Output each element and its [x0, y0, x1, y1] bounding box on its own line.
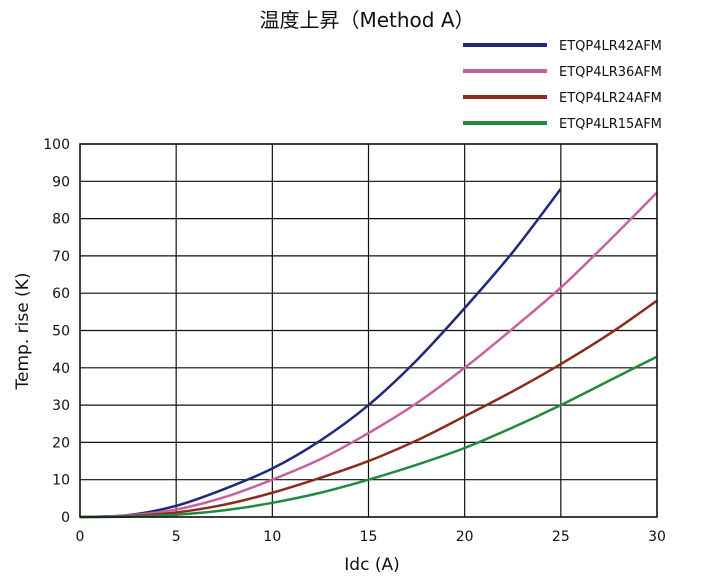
legend-label: ETQP4LR15AFM — [559, 117, 662, 132]
plot-frame — [79, 143, 658, 518]
x-tick-label: 30 — [648, 529, 666, 545]
y-tick-label: 40 — [52, 361, 70, 377]
y-tick-label: 50 — [52, 324, 70, 340]
x-tick-label: 15 — [360, 529, 378, 545]
series-line-ETQP4LR36AFM — [79, 191, 658, 519]
legend-label: ETQP4LR24AFM — [559, 91, 662, 106]
y-tick-label: 80 — [52, 212, 70, 228]
y-tick-label: 70 — [52, 249, 70, 265]
y-tick-label: 60 — [52, 286, 70, 302]
y-tick-label: 30 — [52, 398, 70, 414]
y-tick-label: 90 — [52, 174, 70, 190]
legend-label: ETQP4LR36AFM — [559, 65, 662, 80]
x-axis-label: Idc (A) — [344, 555, 399, 575]
legend: ETQP4LR42AFM ETQP4LR36AFM ETQP4LR24AFM ETQP… — [463, 39, 662, 132]
x-tick-label: 25 — [552, 529, 570, 545]
series-line-ETQP4LR15AFM — [79, 355, 658, 519]
x-tick-label: 20 — [456, 529, 474, 545]
y-tick-label: 0 — [61, 510, 70, 526]
series-line-ETQP4LR24AFM — [79, 299, 658, 519]
x-tick-label: 10 — [263, 529, 281, 545]
x-tick-label: 5 — [172, 529, 181, 545]
x-tick-label: 0 — [76, 529, 85, 545]
y-tick-label: 10 — [52, 473, 70, 489]
x-tick-labels: 0 5 10 15 20 25 30 — [76, 529, 666, 545]
y-axis-label: Temp. rise (K) — [13, 273, 33, 391]
series-line-ETQP4LR42AFM — [79, 188, 562, 519]
y-tick-label: 20 — [52, 435, 70, 451]
y-tick-label: 100 — [43, 137, 70, 153]
series-lines — [79, 188, 658, 519]
y-tick-labels: 0 10 20 30 40 50 60 70 80 90 100 — [43, 137, 70, 526]
legend-label: ETQP4LR42AFM — [559, 39, 662, 54]
chart-title: 温度上昇（Method A） — [259, 8, 474, 32]
